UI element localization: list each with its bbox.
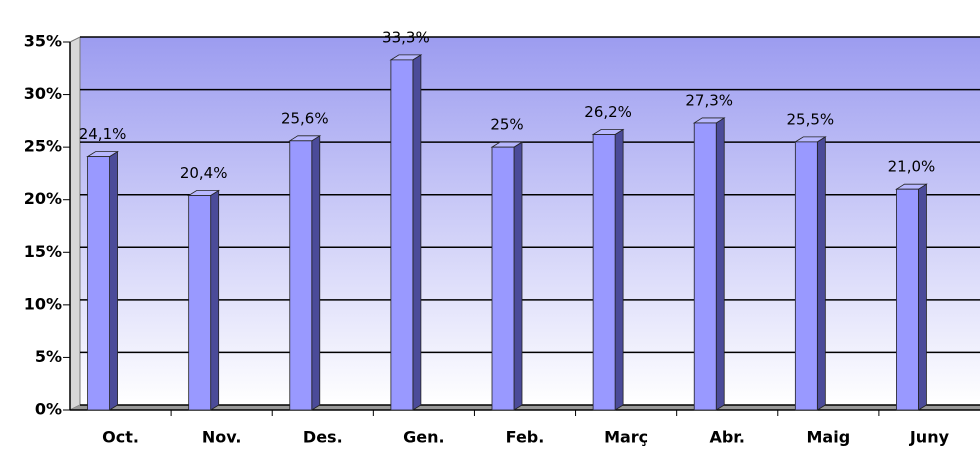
y-tick-label: 25% — [24, 137, 62, 156]
y-tick-label: 30% — [24, 84, 62, 103]
y-tick-label: 20% — [24, 189, 62, 208]
x-tick-label: Oct. — [102, 428, 139, 447]
x-tick-label: Gen. — [403, 428, 444, 447]
value-label: 20,4% — [180, 164, 228, 182]
y-tick-label: 10% — [24, 294, 62, 313]
bar — [693, 122, 717, 411]
value-label: 26,2% — [584, 103, 632, 121]
y-tick-label: 15% — [24, 242, 62, 261]
value-label: 25,6% — [281, 109, 329, 127]
bar — [87, 156, 110, 411]
y-tick-label: 5% — [35, 347, 62, 366]
value-label: 25,5% — [787, 110, 835, 128]
x-tick-label: Nov. — [202, 428, 242, 447]
bar — [794, 141, 818, 411]
bar-side — [614, 128, 624, 411]
bar-side — [816, 136, 826, 411]
side-wall — [69, 36, 81, 411]
y-tick-label: 35% — [24, 32, 62, 51]
x-tick-label: Abr. — [709, 428, 745, 447]
value-label: 24,1% — [79, 125, 127, 143]
bar — [491, 146, 515, 411]
value-label: 25% — [490, 116, 523, 134]
bar-side — [311, 135, 321, 411]
x-tick-label: Maig — [807, 428, 851, 447]
value-label: 21,0% — [888, 158, 936, 176]
x-tick-label: Des. — [303, 428, 343, 447]
bar-side — [715, 117, 725, 411]
bar — [896, 188, 919, 411]
x-tick-label: Feb. — [506, 428, 545, 447]
bar-side — [109, 150, 118, 411]
x-tick-label: Març — [604, 428, 648, 447]
bar — [390, 59, 414, 411]
bar — [592, 134, 616, 411]
y-tick-label: 0% — [35, 400, 62, 419]
bar — [289, 140, 313, 411]
bar — [188, 195, 212, 411]
bar-side — [412, 54, 422, 411]
bar-side — [513, 141, 523, 411]
x-tick-label: Juny — [909, 428, 950, 447]
bar-side — [210, 189, 220, 411]
value-label: 33,3% — [382, 28, 430, 46]
value-label: 27,3% — [685, 91, 733, 109]
bar-side — [918, 183, 927, 411]
